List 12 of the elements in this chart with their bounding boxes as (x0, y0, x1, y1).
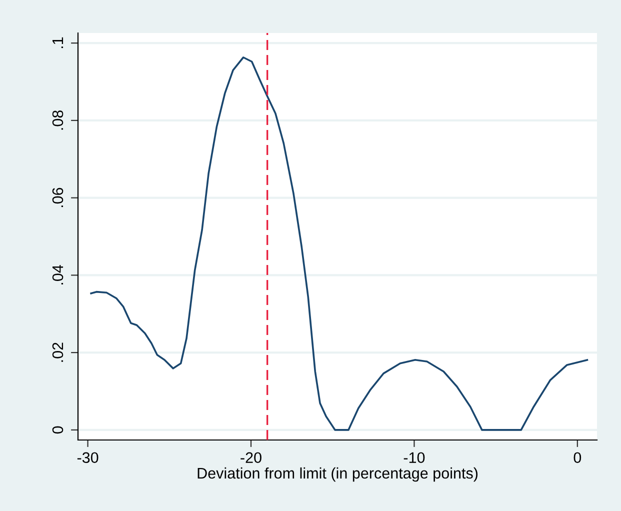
line-series (90, 56, 588, 431)
y-tick-label: .1 (52, 37, 64, 48)
y-tick-label: .08 (52, 110, 64, 130)
y-tick-label: .02 (52, 342, 64, 362)
y-tick-label: .06 (52, 188, 64, 208)
x-axis-title: Deviation from limit (in percentage points) (198, 467, 478, 482)
x-tick-label: 0 (574, 452, 582, 464)
x-tick-label: -20 (240, 452, 262, 464)
y-tick-label: .04 (52, 265, 64, 284)
x-tick-label: -10 (404, 452, 425, 464)
x-tick-label: -30 (77, 452, 98, 464)
y-tick-label: 0 (52, 426, 64, 434)
